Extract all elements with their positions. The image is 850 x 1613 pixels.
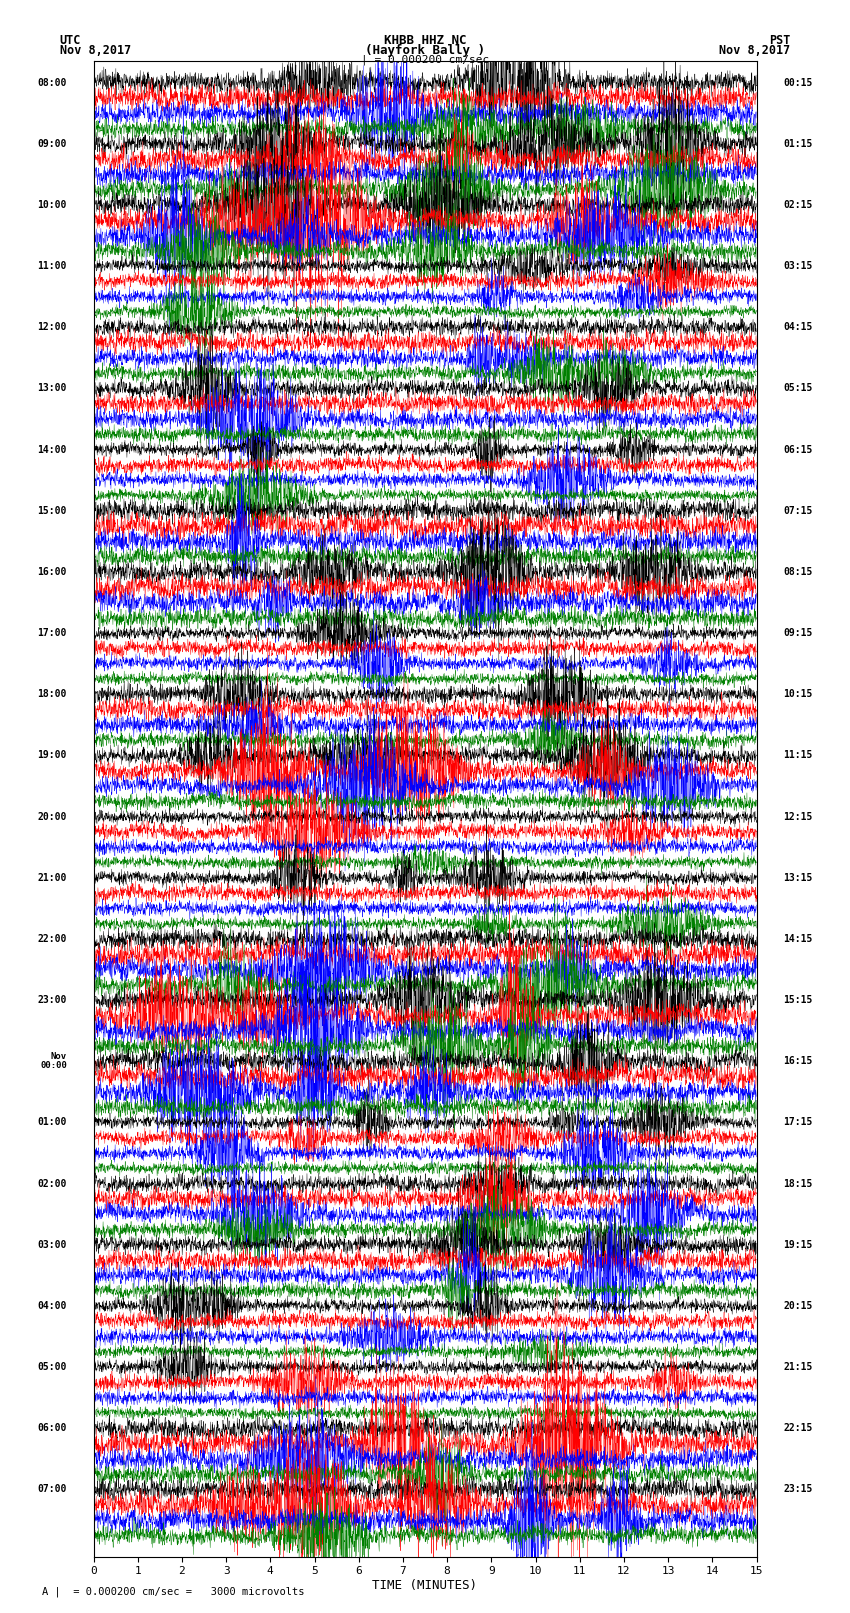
X-axis label: TIME (MINUTES): TIME (MINUTES) bbox=[372, 1579, 478, 1592]
Text: 13:00: 13:00 bbox=[37, 384, 67, 394]
Text: Nov 8,2017: Nov 8,2017 bbox=[60, 44, 131, 56]
Text: 05:00: 05:00 bbox=[37, 1361, 67, 1373]
Text: 15:15: 15:15 bbox=[783, 995, 813, 1005]
Text: 11:15: 11:15 bbox=[783, 750, 813, 760]
Text: 06:15: 06:15 bbox=[783, 445, 813, 455]
Text: 19:15: 19:15 bbox=[783, 1240, 813, 1250]
Text: 14:15: 14:15 bbox=[783, 934, 813, 944]
Text: 04:00: 04:00 bbox=[37, 1302, 67, 1311]
Text: 01:00: 01:00 bbox=[37, 1118, 67, 1127]
Text: 18:00: 18:00 bbox=[37, 689, 67, 698]
Text: 22:00: 22:00 bbox=[37, 934, 67, 944]
Text: 08:00: 08:00 bbox=[37, 77, 67, 87]
Text: | = 0.000200 cm/sec: | = 0.000200 cm/sec bbox=[361, 55, 489, 66]
Text: 23:00: 23:00 bbox=[37, 995, 67, 1005]
Text: 22:15: 22:15 bbox=[783, 1423, 813, 1434]
Text: 11:00: 11:00 bbox=[37, 261, 67, 271]
Text: 19:00: 19:00 bbox=[37, 750, 67, 760]
Text: 02:15: 02:15 bbox=[783, 200, 813, 210]
Text: 03:15: 03:15 bbox=[783, 261, 813, 271]
Text: 04:15: 04:15 bbox=[783, 323, 813, 332]
Text: 17:15: 17:15 bbox=[783, 1118, 813, 1127]
Text: (Hayfork Bally ): (Hayfork Bally ) bbox=[365, 44, 485, 56]
Text: 10:15: 10:15 bbox=[783, 689, 813, 698]
Text: 21:15: 21:15 bbox=[783, 1361, 813, 1373]
Text: 00:00: 00:00 bbox=[40, 1061, 67, 1071]
Text: 23:15: 23:15 bbox=[783, 1484, 813, 1494]
Text: 10:00: 10:00 bbox=[37, 200, 67, 210]
Text: 01:15: 01:15 bbox=[783, 139, 813, 148]
Text: 09:00: 09:00 bbox=[37, 139, 67, 148]
Text: 05:15: 05:15 bbox=[783, 384, 813, 394]
Text: 02:00: 02:00 bbox=[37, 1179, 67, 1189]
Text: 12:15: 12:15 bbox=[783, 811, 813, 821]
Text: 14:00: 14:00 bbox=[37, 445, 67, 455]
Text: 07:00: 07:00 bbox=[37, 1484, 67, 1494]
Text: UTC: UTC bbox=[60, 34, 81, 47]
Text: A |  = 0.000200 cm/sec =   3000 microvolts: A | = 0.000200 cm/sec = 3000 microvolts bbox=[42, 1586, 305, 1597]
Text: 15:00: 15:00 bbox=[37, 506, 67, 516]
Text: 00:15: 00:15 bbox=[783, 77, 813, 87]
Text: 07:15: 07:15 bbox=[783, 506, 813, 516]
Text: 08:15: 08:15 bbox=[783, 566, 813, 577]
Text: 12:00: 12:00 bbox=[37, 323, 67, 332]
Text: Nov: Nov bbox=[51, 1052, 67, 1061]
Text: 18:15: 18:15 bbox=[783, 1179, 813, 1189]
Text: 17:00: 17:00 bbox=[37, 627, 67, 639]
Text: 13:15: 13:15 bbox=[783, 873, 813, 882]
Text: 16:00: 16:00 bbox=[37, 566, 67, 577]
Text: 03:00: 03:00 bbox=[37, 1240, 67, 1250]
Text: 09:15: 09:15 bbox=[783, 627, 813, 639]
Text: 16:15: 16:15 bbox=[783, 1057, 813, 1066]
Text: Nov 8,2017: Nov 8,2017 bbox=[719, 44, 791, 56]
Text: 20:15: 20:15 bbox=[783, 1302, 813, 1311]
Text: 21:00: 21:00 bbox=[37, 873, 67, 882]
Text: 06:00: 06:00 bbox=[37, 1423, 67, 1434]
Text: KHBB HHZ NC: KHBB HHZ NC bbox=[383, 34, 467, 47]
Text: PST: PST bbox=[769, 34, 790, 47]
Text: 20:00: 20:00 bbox=[37, 811, 67, 821]
